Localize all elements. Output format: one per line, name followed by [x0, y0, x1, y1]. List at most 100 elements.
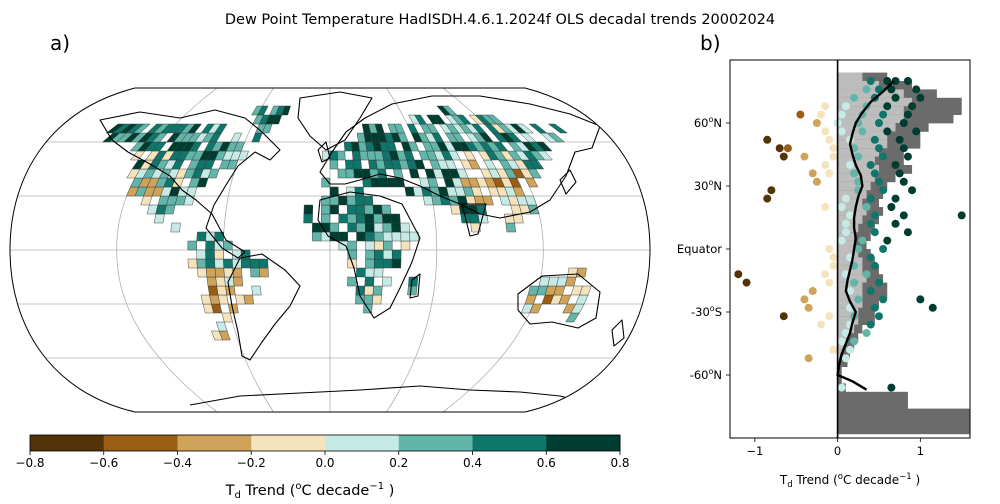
trend-point: [874, 144, 883, 153]
observed-coverage-bar: [837, 215, 863, 225]
trend-cell: [355, 285, 366, 296]
trend-cell: [196, 258, 207, 269]
trend-cell: [347, 240, 357, 251]
trend-cell: [345, 168, 355, 179]
observed-coverage-bar: [837, 181, 871, 191]
trend-point: [879, 295, 888, 304]
coastline-eurasia: [319, 95, 601, 219]
observed-coverage-bar: [837, 232, 855, 241]
x-tick-label: 0: [834, 444, 841, 458]
trend-cell: [356, 222, 366, 233]
colorbar-segment: [103, 435, 178, 451]
trend-cell: [205, 249, 215, 260]
trend-cell: [249, 258, 260, 269]
trend-point: [825, 245, 834, 253]
trend-cell: [546, 132, 566, 143]
trend-point: [850, 93, 859, 102]
trend-cell: [426, 123, 439, 134]
colorbar-tick-label: −0.8: [15, 456, 44, 470]
observed-coverage-bar: [837, 114, 904, 124]
trend-point: [800, 295, 809, 304]
trend-cell: [187, 123, 202, 134]
trend-cell: [377, 168, 388, 179]
trend-cell: [221, 312, 233, 323]
trend-cell: [303, 204, 314, 215]
trend-cell: [355, 213, 366, 224]
trend-point: [891, 194, 900, 203]
trend-point: [866, 320, 875, 329]
trend-point: [821, 102, 830, 111]
trend-point: [870, 169, 879, 178]
trend-cell: [393, 123, 405, 134]
trend-point: [804, 303, 813, 312]
coastline-japan: [559, 169, 577, 195]
trend-cell: [215, 276, 226, 287]
trend-cell: [400, 240, 411, 251]
trend-cell: [196, 249, 206, 260]
trend-cell: [363, 195, 374, 206]
trend-point: [783, 144, 792, 153]
observed-coverage-bar: [837, 207, 867, 216]
trend-cell: [311, 231, 322, 242]
trend-point: [841, 228, 850, 237]
trend-cell: [382, 276, 392, 287]
panel-b-axes: −1 0 1 60oN 30oN Equator -30oS -60oN: [677, 115, 924, 458]
observed-coverage-bar: [837, 257, 863, 267]
trend-point: [767, 186, 776, 195]
trend-point: [887, 203, 896, 211]
trend-cell: [364, 213, 375, 224]
trend-point: [862, 270, 871, 279]
trend-point: [858, 127, 867, 136]
trend-cell: [329, 222, 340, 233]
trend-cell: [558, 294, 572, 305]
panel-b-xlabel: Td Trend (oC decade−1 ): [779, 472, 920, 490]
trend-cell: [187, 258, 198, 269]
trend-cell: [400, 222, 410, 233]
coastline-australia: [517, 273, 601, 329]
trend-point: [837, 203, 846, 211]
trend-point: [829, 253, 838, 262]
trend-point: [916, 295, 925, 304]
trend-cell: [373, 267, 384, 278]
trend-cell: [346, 195, 357, 206]
trend-cell: [235, 294, 246, 305]
trend-cell: [365, 231, 375, 242]
coastline-madagascar: [409, 273, 421, 299]
trend-cell: [469, 213, 480, 224]
colorbar-tick-label: 0.8: [610, 456, 629, 470]
observed-coverage-bar: [837, 358, 840, 367]
trend-cell: [515, 123, 535, 134]
land-coverage-bar: [837, 425, 970, 435]
trend-point: [821, 270, 830, 279]
trend-point: [850, 337, 859, 346]
trend-cell: [347, 276, 357, 287]
trend-cell: [250, 267, 260, 278]
trend-point: [903, 110, 912, 119]
coastline-new-zealand: [611, 319, 625, 347]
observed-coverage-bar: [837, 139, 888, 149]
trend-point: [866, 287, 875, 295]
trend-point: [870, 303, 879, 312]
land-coverage-bar: [837, 358, 848, 367]
trend-point: [763, 194, 772, 203]
colorbar-tick-label: 0.4: [463, 456, 482, 470]
trend-cell: [338, 213, 348, 224]
colorbar-segment: [177, 435, 252, 451]
trend-cell: [391, 222, 402, 233]
coastline-uk: [317, 141, 331, 163]
trend-point: [796, 110, 805, 119]
trend-cell: [205, 267, 216, 278]
y-tick-label: 60oN: [694, 115, 722, 130]
trend-cell: [345, 159, 354, 170]
trend-cell: [215, 321, 228, 332]
trend-point: [817, 320, 826, 329]
trend-point: [734, 270, 743, 279]
trend-cell: [312, 222, 322, 233]
trend-cell: [329, 159, 339, 170]
trend-point: [883, 127, 892, 136]
colorbar-segment: [30, 435, 105, 451]
coastline-antarctica: [189, 385, 591, 406]
trend-point: [870, 228, 879, 237]
trend-point: [928, 303, 937, 312]
